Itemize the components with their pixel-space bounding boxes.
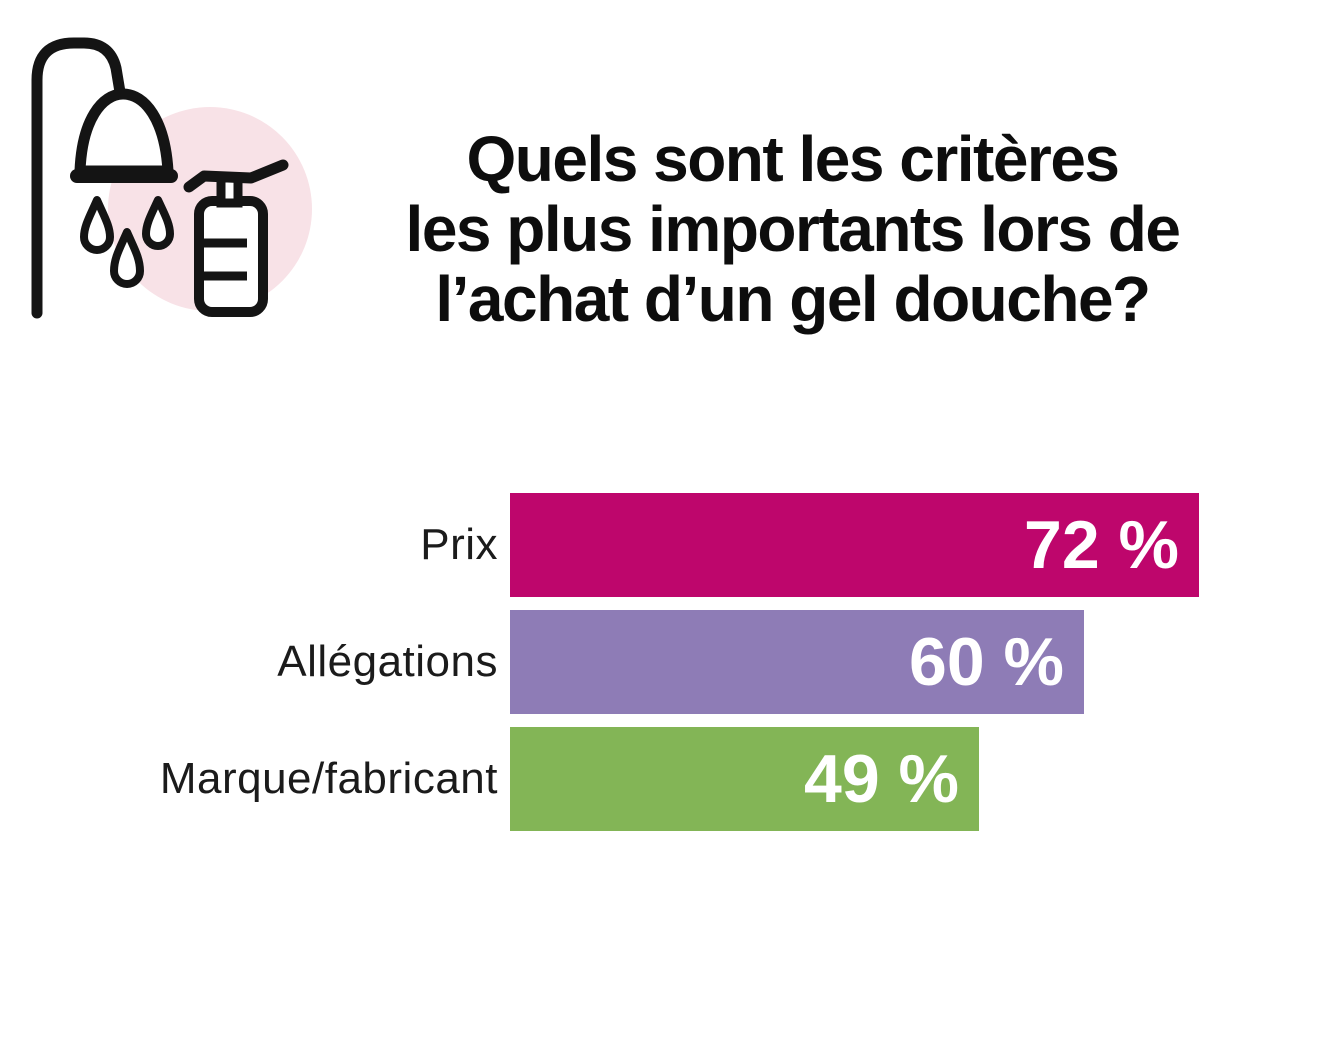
bar-chart: Prix 72 % Allégations 60 % Marque/fabric… — [0, 493, 1344, 844]
bar-allegations: 60 % — [510, 610, 1084, 714]
dispenser-pump-arm — [183, 159, 289, 193]
title-line-2: les plus importants lors de — [405, 193, 1181, 265]
bar-row-marque-fabricant: Marque/fabricant 49 % — [0, 727, 1344, 831]
bar-marque-fabricant: 49 % — [510, 727, 979, 831]
page-title: Quels sont les critères les plus importa… — [305, 124, 1280, 334]
water-drop-middle — [110, 228, 144, 288]
dispenser-body — [194, 196, 268, 317]
category-label-marque-fabricant: Marque/fabricant — [159, 754, 498, 803]
shower-gel-icon — [0, 0, 340, 345]
value-label-marque-fabricant: 49 % — [804, 741, 959, 817]
water-drop-right — [142, 196, 174, 250]
bar-row-prix: Prix 72 % — [0, 493, 1344, 597]
bar-row-allegations: Allégations 60 % — [0, 610, 1344, 714]
title-line-1: Quels sont les critères — [466, 123, 1120, 195]
shower-head-dome — [74, 88, 174, 177]
value-label-prix: 72 % — [1024, 507, 1179, 583]
shower-head-bar — [70, 169, 178, 183]
shower-pipe — [31, 37, 126, 319]
category-label-prix: Prix — [420, 520, 498, 569]
title-line-3: l’achat d’un gel douche? — [435, 263, 1151, 335]
bar-prix: 72 % — [510, 493, 1199, 597]
category-label-allegations: Allégations — [277, 637, 498, 686]
water-drop-left — [80, 196, 114, 254]
value-label-allegations: 60 % — [909, 624, 1064, 700]
shower-icon-svg — [31, 37, 312, 319]
